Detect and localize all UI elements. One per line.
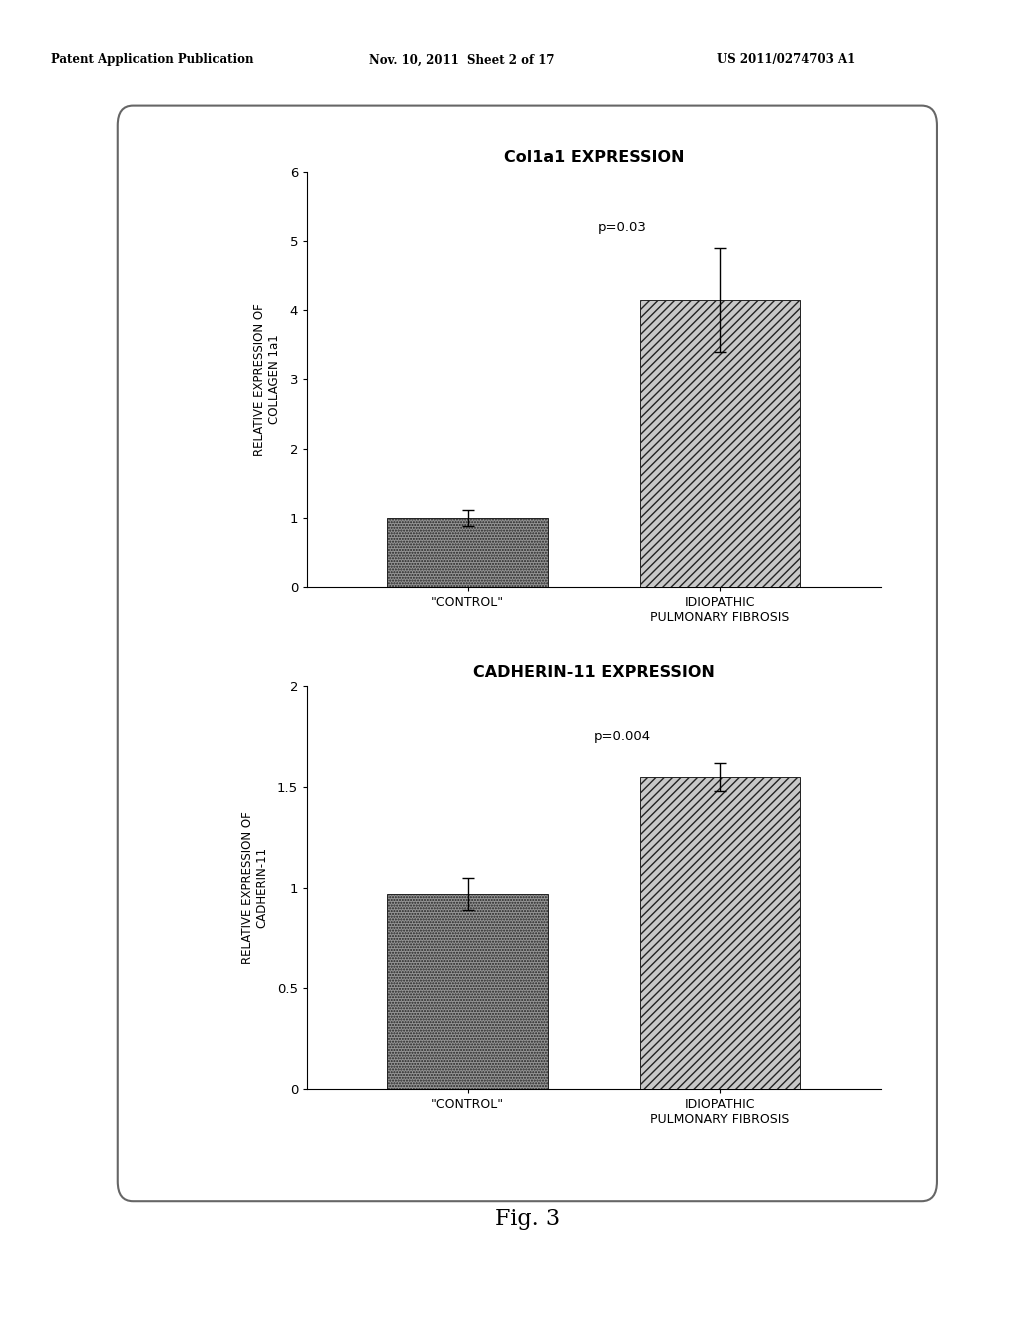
Bar — [387, 894, 548, 1089]
Bar — [387, 517, 548, 587]
Text: p=0.03: p=0.03 — [598, 220, 647, 234]
Y-axis label: RELATIVE EXPRESSION OF
COLLAGEN 1a1: RELATIVE EXPRESSION OF COLLAGEN 1a1 — [253, 304, 282, 455]
Text: US 2011/0274703 A1: US 2011/0274703 A1 — [717, 53, 855, 66]
Bar — [640, 777, 801, 1089]
Bar — [640, 300, 801, 587]
Title: Col1a1 EXPRESSION: Col1a1 EXPRESSION — [504, 150, 684, 165]
Text: Patent Application Publication: Patent Application Publication — [51, 53, 254, 66]
Text: p=0.004: p=0.004 — [594, 730, 651, 743]
Text: Fig. 3: Fig. 3 — [495, 1208, 560, 1230]
Text: Nov. 10, 2011  Sheet 2 of 17: Nov. 10, 2011 Sheet 2 of 17 — [369, 53, 554, 66]
Title: CADHERIN-11 EXPRESSION: CADHERIN-11 EXPRESSION — [473, 665, 715, 680]
Y-axis label: RELATIVE EXPRESSION OF
CADHERIN-11: RELATIVE EXPRESSION OF CADHERIN-11 — [241, 812, 268, 964]
